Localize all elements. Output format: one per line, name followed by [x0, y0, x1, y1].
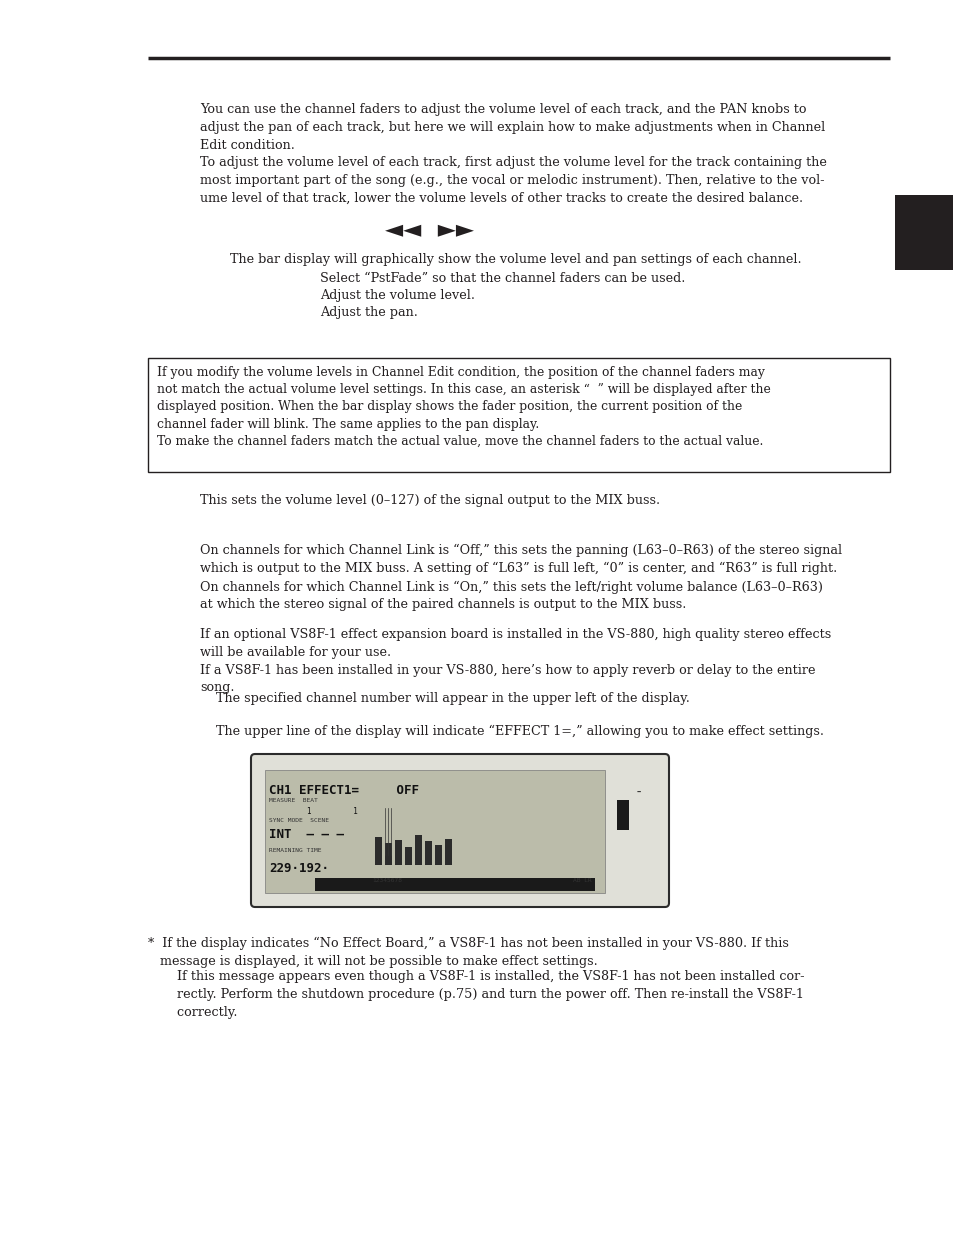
Text: 1         1: 1 1 [307, 806, 357, 816]
Text: 12345678: 12345678 [372, 878, 401, 883]
Bar [385, 844, 392, 864]
Bar [617, 800, 628, 830]
Text: If this message appears even though a VS8F-1 is installed, the VS8F-1 has not be: If this message appears even though a VS… [165, 969, 803, 1019]
Text: INT  — — —: INT — — — [269, 827, 344, 841]
Text: Adjust the pan.: Adjust the pan. [319, 306, 417, 319]
Text: Adjust the volume level.: Adjust the volume level. [319, 289, 475, 303]
Text: The bar display will graphically show the volume level and pan settings of each : The bar display will graphically show th… [230, 253, 801, 266]
Bar [424, 841, 432, 864]
Bar [314, 878, 595, 890]
Text: AB LR: AB LR [573, 878, 591, 883]
Bar [265, 769, 604, 893]
Text: -: - [635, 785, 642, 800]
Bar [375, 837, 381, 864]
Text: MEASURE  BEAT: MEASURE BEAT [269, 798, 317, 803]
Text: On channels for which Channel Link is “Off,” this sets the panning (L63–0–R63) o: On channels for which Channel Link is “O… [200, 543, 841, 611]
Text: REMAINING TIME: REMAINING TIME [269, 848, 321, 853]
Bar [435, 845, 441, 864]
Bar [444, 839, 452, 864]
Text: This sets the volume level (0–127) of the signal output to the MIX buss.: This sets the volume level (0–127) of th… [200, 494, 659, 508]
Text: SYNC MODE  SCENE: SYNC MODE SCENE [269, 818, 329, 823]
Text: CH1 EFFECT1=     OFF: CH1 EFFECT1= OFF [269, 784, 418, 797]
Text: Select “PstFade” so that the channel faders can be used.: Select “PstFade” so that the channel fad… [319, 272, 684, 285]
Bar [894, 195, 953, 270]
Text: If you modify the volume levels in Channel Edit condition, the position of the c: If you modify the volume levels in Chann… [157, 366, 770, 448]
Text: ◄◄  ►►: ◄◄ ►► [385, 219, 474, 242]
Text: If an optional VS8F-1 effect expansion board is installed in the VS-880, high qu: If an optional VS8F-1 effect expansion b… [200, 629, 830, 694]
Bar [148, 358, 889, 472]
Text: You can use the channel faders to adjust the volume level of each track, and the: You can use the channel faders to adjust… [200, 103, 826, 205]
Bar [395, 840, 401, 864]
Text: The specified channel number will appear in the upper left of the display.: The specified channel number will appear… [200, 692, 689, 705]
Bar [415, 835, 421, 864]
Text: 229·192·: 229·192· [269, 862, 329, 876]
Bar [405, 847, 412, 864]
Text: The upper line of the display will indicate “EFFECT 1=,” allowing you to make ef: The upper line of the display will indic… [200, 725, 823, 739]
Text: *  If the display indicates “No Effect Board,” a VS8F-1 has not been installed i: * If the display indicates “No Effect Bo… [148, 937, 788, 968]
FancyBboxPatch shape [251, 755, 668, 906]
